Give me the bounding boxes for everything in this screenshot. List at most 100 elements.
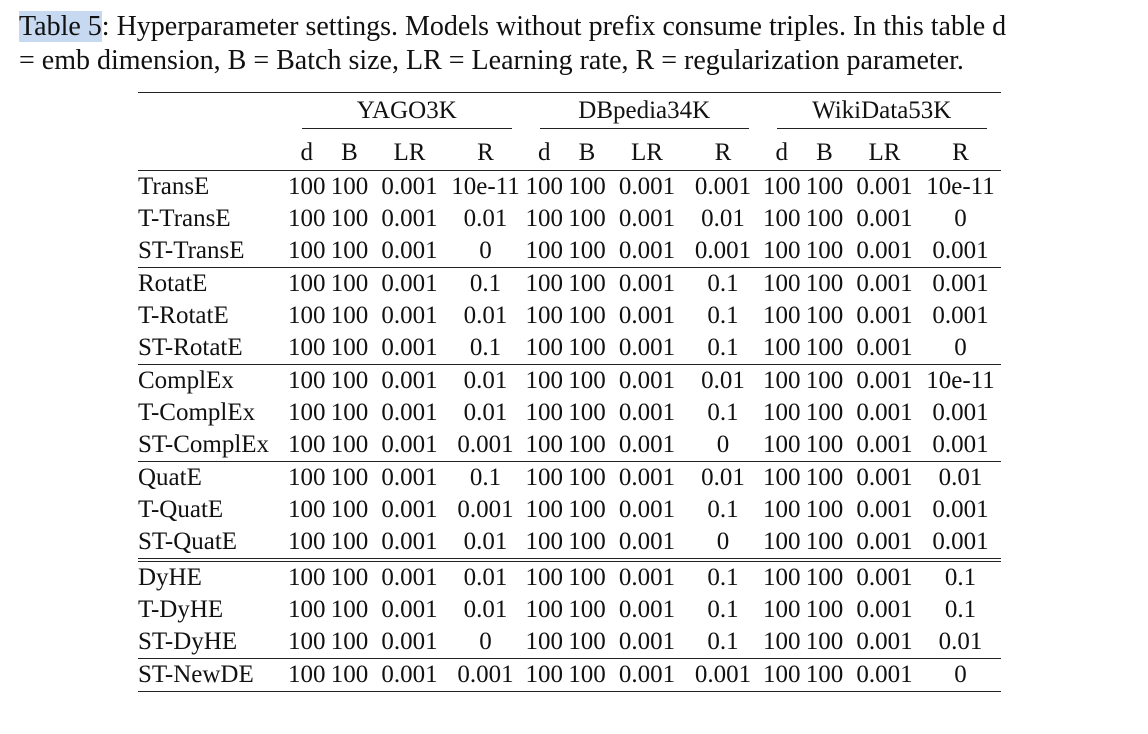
- dataset-header-row: YAGO3K DBpedia34K WikiData53K: [138, 93, 1001, 130]
- value-cell: 100: [525, 399, 564, 426]
- value-cell: 0.001: [381, 628, 438, 655]
- subheader-b: B: [563, 130, 611, 171]
- value-cell: 100: [325, 658, 374, 692]
- model-name-cell: T-DyHE: [138, 596, 224, 623]
- value-cell: 0.001: [618, 173, 676, 200]
- value-cell: 100: [525, 173, 564, 200]
- value-cell: 0.001: [694, 237, 752, 264]
- value-cell: 0.001: [381, 334, 438, 361]
- model-name-cell: T-TransE: [138, 205, 231, 232]
- value-cell: 100: [568, 431, 606, 458]
- value-cell: 100: [805, 205, 844, 232]
- value-cell: 0.001: [618, 628, 676, 655]
- value-cell: 0.1: [707, 334, 739, 361]
- value-cell: 0.1: [707, 496, 739, 523]
- value-cell: 0.1: [707, 399, 739, 426]
- value-cell: 0.001: [618, 399, 676, 426]
- value-cell: 100: [330, 237, 369, 264]
- value-cell: 0.001: [618, 528, 676, 555]
- value-cell: 0.001: [683, 658, 763, 692]
- value-cell: 0: [954, 334, 967, 361]
- subheader-d: d: [525, 130, 563, 171]
- value-cell: 0.001: [611, 658, 683, 692]
- value-cell: 100: [330, 628, 369, 655]
- value-cell: 100: [325, 558, 374, 594]
- value-cell: 100: [288, 173, 326, 200]
- value-cell: 100: [568, 205, 606, 232]
- value-cell: 100: [525, 431, 564, 458]
- subheader-r: R: [683, 130, 763, 171]
- value-cell: 0.1: [445, 267, 526, 300]
- value-cell: 100: [568, 237, 606, 264]
- value-cell: 100: [800, 364, 849, 397]
- model-name-cell: ST-RotatE: [138, 334, 243, 361]
- value-cell: 0.01: [445, 558, 526, 594]
- table-row: T-TransE 100 100 0.001 0.01 100 100 0.001 0.01 10…: [138, 203, 1001, 235]
- value-cell: 100: [763, 461, 801, 494]
- table-row: ST-ComplEx 100 100 0.001 0.001 100 100 0.001 0 10…: [138, 429, 1001, 462]
- value-cell: 0.001: [611, 558, 683, 594]
- table-row: T-QuatE 100 100 0.001 0.001 100 100 0.001 0.1 100…: [138, 494, 1001, 526]
- value-cell: 0.001: [848, 461, 921, 494]
- value-cell: 100: [330, 173, 369, 200]
- value-cell: 0.001: [373, 461, 446, 494]
- value-cell: 0.001: [856, 173, 913, 200]
- value-cell: 100: [525, 596, 564, 623]
- value-cell: 100: [288, 237, 326, 264]
- model-name-cell: QuatE: [138, 461, 288, 494]
- value-cell: 0.001: [856, 334, 913, 361]
- value-cell: 0.001: [457, 431, 514, 458]
- value-cell: 100: [763, 528, 801, 555]
- value-cell: 100: [763, 431, 801, 458]
- value-cell: 0.001: [618, 237, 676, 264]
- value-cell: 100: [525, 302, 564, 329]
- value-cell: 0.001: [856, 628, 913, 655]
- subheader-b: B: [325, 130, 374, 171]
- value-cell: 100: [800, 461, 849, 494]
- value-cell: 0.001: [856, 528, 913, 555]
- value-cell: 0.001: [611, 461, 683, 494]
- value-cell: 10e-11: [920, 364, 1001, 397]
- hyperparameter-table: YAGO3K DBpedia34K WikiData53K d B LR R d…: [138, 92, 1001, 692]
- value-cell: 100: [525, 334, 564, 361]
- value-cell: 100: [288, 461, 326, 494]
- model-name-cell: ST-QuatE: [138, 528, 238, 555]
- value-cell: 100: [325, 461, 374, 494]
- model-name-cell: DyHE: [138, 558, 288, 594]
- value-cell: 100: [563, 558, 611, 594]
- value-cell: 100: [763, 364, 801, 397]
- table-caption: Table 5: Hyperparameter settings. Models…: [19, 10, 1148, 78]
- value-cell: 0.01: [463, 596, 508, 623]
- caption-label[interactable]: Table 5: [19, 11, 102, 42]
- value-cell: 100: [763, 334, 801, 361]
- value-cell: 100: [563, 461, 611, 494]
- value-cell: 0: [920, 658, 1001, 692]
- value-cell: 0.001: [920, 267, 1001, 300]
- value-cell: 100: [525, 205, 564, 232]
- value-cell: 0.1: [707, 596, 739, 623]
- table-row: TransE 100 100 0.001 10e-11 100 100 0.001 0.001 1…: [138, 171, 1001, 204]
- subheader-lr: LR: [373, 130, 446, 171]
- value-cell: 0.001: [381, 237, 438, 264]
- value-cell: 100: [763, 267, 801, 300]
- value-cell: 0.01: [463, 528, 508, 555]
- model-name-cell: TransE: [138, 173, 210, 200]
- value-cell: 0.01: [683, 364, 763, 397]
- value-cell: 0.1: [920, 558, 1001, 594]
- value-cell: 100: [805, 173, 844, 200]
- value-cell: 100: [330, 596, 369, 623]
- value-cell: 0.001: [618, 596, 676, 623]
- value-cell: 100: [330, 302, 369, 329]
- value-cell: 100: [800, 558, 849, 594]
- value-cell: 0.1: [707, 302, 739, 329]
- value-cell: 100: [525, 267, 563, 300]
- value-cell: 100: [325, 267, 374, 300]
- table-row: ST-NewDE 100 100 0.001 0.001 100 100 0.001 0.001…: [138, 658, 1001, 692]
- subheader-d: d: [763, 130, 801, 171]
- value-cell: 0.1: [469, 334, 502, 361]
- table-row: T-ComplEx 100 100 0.001 0.01 100 100 0.001 0.1 10…: [138, 397, 1001, 429]
- value-cell: 100: [763, 558, 801, 594]
- value-cell: 100: [330, 528, 369, 555]
- value-cell: 0.1: [445, 461, 526, 494]
- model-name-cell: RotatE: [138, 267, 288, 300]
